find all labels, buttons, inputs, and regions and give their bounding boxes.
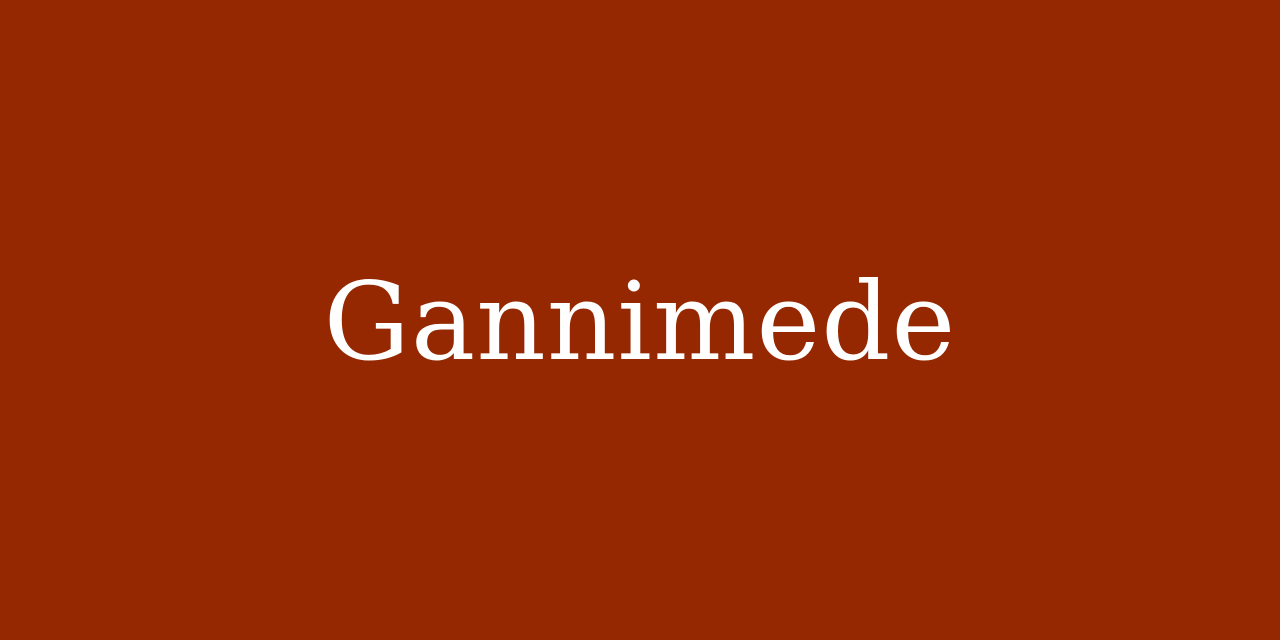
banner-title: Gannimede [323, 260, 957, 385]
